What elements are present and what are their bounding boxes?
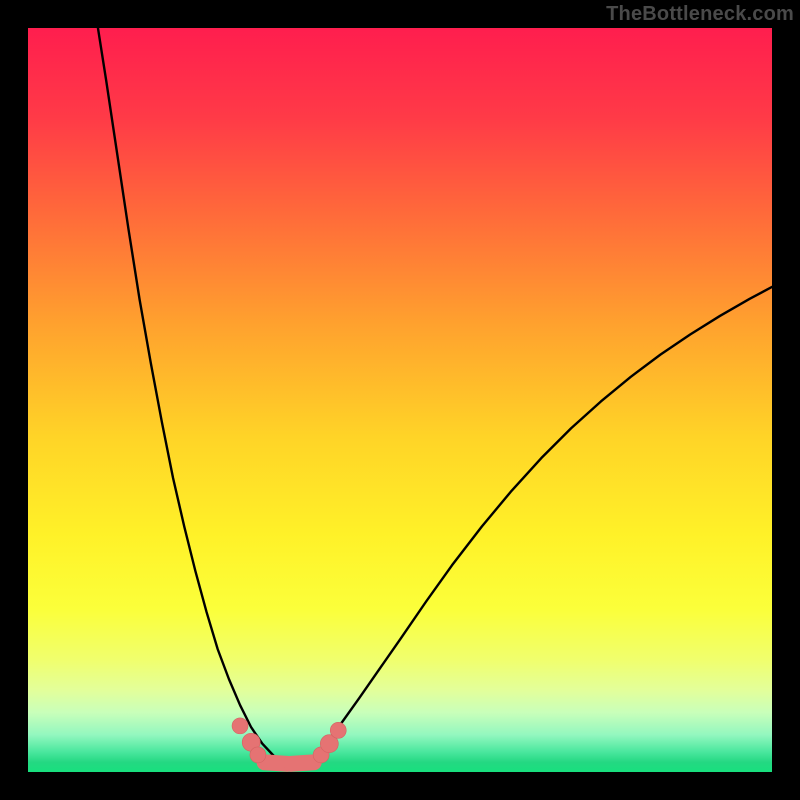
- chart-frame: TheBottleneck.com: [0, 0, 800, 800]
- watermark-text: TheBottleneck.com: [606, 3, 794, 26]
- chart-svg: [0, 0, 800, 800]
